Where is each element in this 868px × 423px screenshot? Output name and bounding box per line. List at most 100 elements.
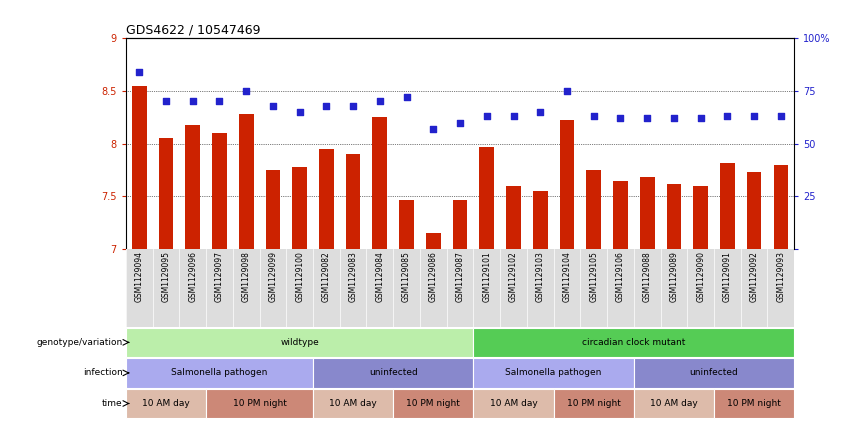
Bar [206,389,313,418]
Text: GSM1129098: GSM1129098 [241,251,251,302]
Bar [126,328,473,357]
Text: 10 PM night: 10 PM night [567,399,621,408]
Text: time: time [102,399,122,408]
Bar [634,358,794,387]
Bar [212,133,227,249]
Text: GSM1129086: GSM1129086 [429,251,437,302]
Bar [560,121,575,249]
Text: GSM1129083: GSM1129083 [349,251,358,302]
Bar [126,389,206,418]
Point [480,113,494,120]
Point [614,115,628,122]
Text: GSM1129104: GSM1129104 [562,251,571,302]
Text: circadian clock mutant: circadian clock mutant [582,338,686,347]
Text: GSM1129090: GSM1129090 [696,251,705,302]
Bar [587,170,601,249]
Text: GSM1129093: GSM1129093 [776,251,786,302]
Text: GSM1129094: GSM1129094 [135,251,144,302]
Text: GSM1129084: GSM1129084 [375,251,385,302]
Text: wildtype: wildtype [280,338,319,347]
Point [293,109,306,115]
Bar [714,389,794,418]
Text: 10 AM day: 10 AM day [142,399,190,408]
Point [319,102,333,109]
Point [587,113,601,120]
Bar [694,186,708,249]
Bar [313,358,473,387]
Point [240,88,253,94]
Text: GSM1129091: GSM1129091 [723,251,732,302]
Bar [372,117,387,249]
Bar [613,181,628,249]
Text: infection: infection [82,368,122,377]
Text: 10 AM day: 10 AM day [329,399,377,408]
Bar [773,165,788,249]
Bar [479,147,494,249]
Point [720,113,734,120]
Text: GSM1129106: GSM1129106 [616,251,625,302]
Bar [554,389,634,418]
Text: GSM1129092: GSM1129092 [750,251,759,302]
Point [132,69,146,75]
Text: GSM1129087: GSM1129087 [456,251,464,302]
Bar [319,149,333,249]
Bar [473,328,794,357]
Bar [473,389,554,418]
Bar [453,200,467,249]
Bar [126,358,313,387]
Text: GSM1129082: GSM1129082 [322,251,331,302]
Text: GSM1129097: GSM1129097 [215,251,224,302]
Text: Salmonella pathogen: Salmonella pathogen [171,368,267,377]
Bar [159,138,174,249]
Bar [399,200,414,249]
Point [667,115,681,122]
Point [373,98,387,105]
Bar [313,389,393,418]
Text: GSM1129099: GSM1129099 [268,251,278,302]
Point [747,113,761,120]
Bar [667,184,681,249]
Text: GSM1129101: GSM1129101 [483,251,491,302]
Point [641,115,654,122]
Text: genotype/variation: genotype/variation [36,338,122,347]
Point [213,98,227,105]
Bar [426,233,441,249]
Text: 10 AM day: 10 AM day [490,399,537,408]
Text: uninfected: uninfected [690,368,739,377]
Text: GSM1129100: GSM1129100 [295,251,304,302]
Text: uninfected: uninfected [369,368,418,377]
Text: GSM1129102: GSM1129102 [509,251,518,302]
Bar [533,191,548,249]
Point [346,102,360,109]
Point [533,109,547,115]
Bar [132,85,147,249]
Point [560,88,574,94]
Bar [720,163,734,249]
Text: GSM1129088: GSM1129088 [642,251,652,302]
Bar [345,154,360,249]
Text: GSM1129105: GSM1129105 [589,251,598,302]
Text: GSM1129095: GSM1129095 [161,251,170,302]
Bar [640,178,654,249]
Bar [266,170,280,249]
Point [399,94,413,101]
Text: GSM1129085: GSM1129085 [402,251,411,302]
Point [694,115,707,122]
Text: GDS4622 / 10547469: GDS4622 / 10547469 [126,24,260,37]
Text: GSM1129096: GSM1129096 [188,251,197,302]
Text: 10 PM night: 10 PM night [727,399,781,408]
Point [266,102,279,109]
Bar [746,172,761,249]
Text: 10 PM night: 10 PM night [406,399,460,408]
Point [507,113,521,120]
Point [453,119,467,126]
Point [159,98,173,105]
Point [426,126,440,132]
Bar [186,125,200,249]
Bar [506,186,521,249]
Point [774,113,788,120]
Text: 10 PM night: 10 PM night [233,399,286,408]
Bar [634,389,714,418]
Bar [473,358,634,387]
Point [186,98,200,105]
